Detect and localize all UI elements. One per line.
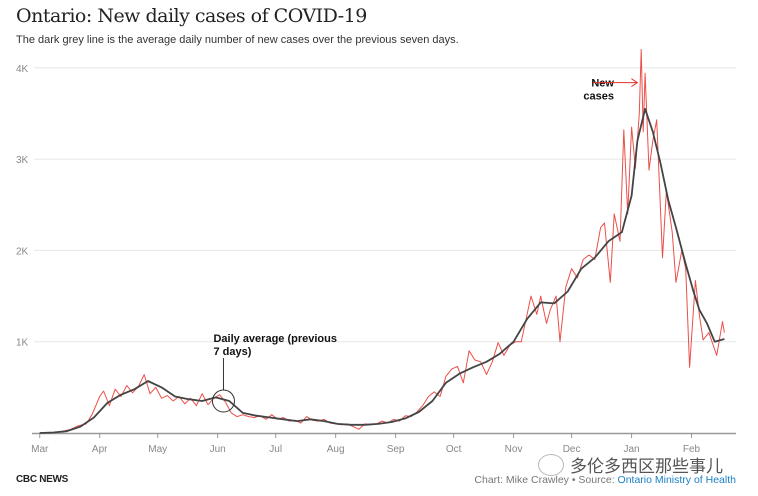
annotation-circle xyxy=(211,389,235,413)
credit-text: Chart: Mike Crawley • Source: xyxy=(474,474,618,486)
y-tick-label: 3K xyxy=(16,155,29,166)
new-cases-line xyxy=(39,49,725,434)
annotation-new-cases-text: New xyxy=(591,78,614,90)
x-tick-label: Jul xyxy=(269,444,282,455)
x-tick-label: Nov xyxy=(505,444,523,455)
y-tick-label: 1K xyxy=(16,338,29,349)
annotation-average-text: 7 days) xyxy=(213,346,251,358)
y-tick-label: 2K xyxy=(16,246,29,257)
x-tick-label: May xyxy=(148,444,167,455)
average-line xyxy=(39,108,725,434)
chart-subtitle: The dark grey line is the average daily … xyxy=(16,34,459,46)
x-tick-label: Jun xyxy=(210,444,226,455)
annotation-average-text: Daily average (previous xyxy=(213,333,337,345)
annotation-new-cases-text: cases xyxy=(583,91,614,103)
x-tick-label: Apr xyxy=(92,444,108,455)
x-tick-label: Jan xyxy=(623,444,639,455)
wechat-icon xyxy=(538,453,564,476)
cbc-news-logo: CBC NEWS xyxy=(16,474,69,485)
source-link[interactable]: Ontario Ministry of Health xyxy=(617,474,736,486)
x-tick-label: Sep xyxy=(387,444,405,455)
y-tick-label: 4K xyxy=(16,64,29,75)
x-tick-label: Oct xyxy=(446,444,462,455)
x-tick-label: Aug xyxy=(327,444,345,455)
x-tick-label: Dec xyxy=(563,444,581,455)
x-tick-label: Feb xyxy=(683,444,701,455)
x-tick-label: Mar xyxy=(31,444,49,455)
watermark-text: 多伦多西区那些事儿 xyxy=(570,457,723,476)
watermark: 多伦多西区那些事儿 xyxy=(538,452,723,477)
chart-credit: Chart: Mike Crawley • Source: Ontario Mi… xyxy=(474,474,736,486)
arrow-head-icon xyxy=(631,78,639,88)
line-chart: 1K 2K 3K 4K Mar Apr May Jun Jul Aug Sep Oct Nov Dec J… xyxy=(16,49,736,455)
chart-title: Ontario: New daily cases of COVID-19 xyxy=(16,5,367,27)
